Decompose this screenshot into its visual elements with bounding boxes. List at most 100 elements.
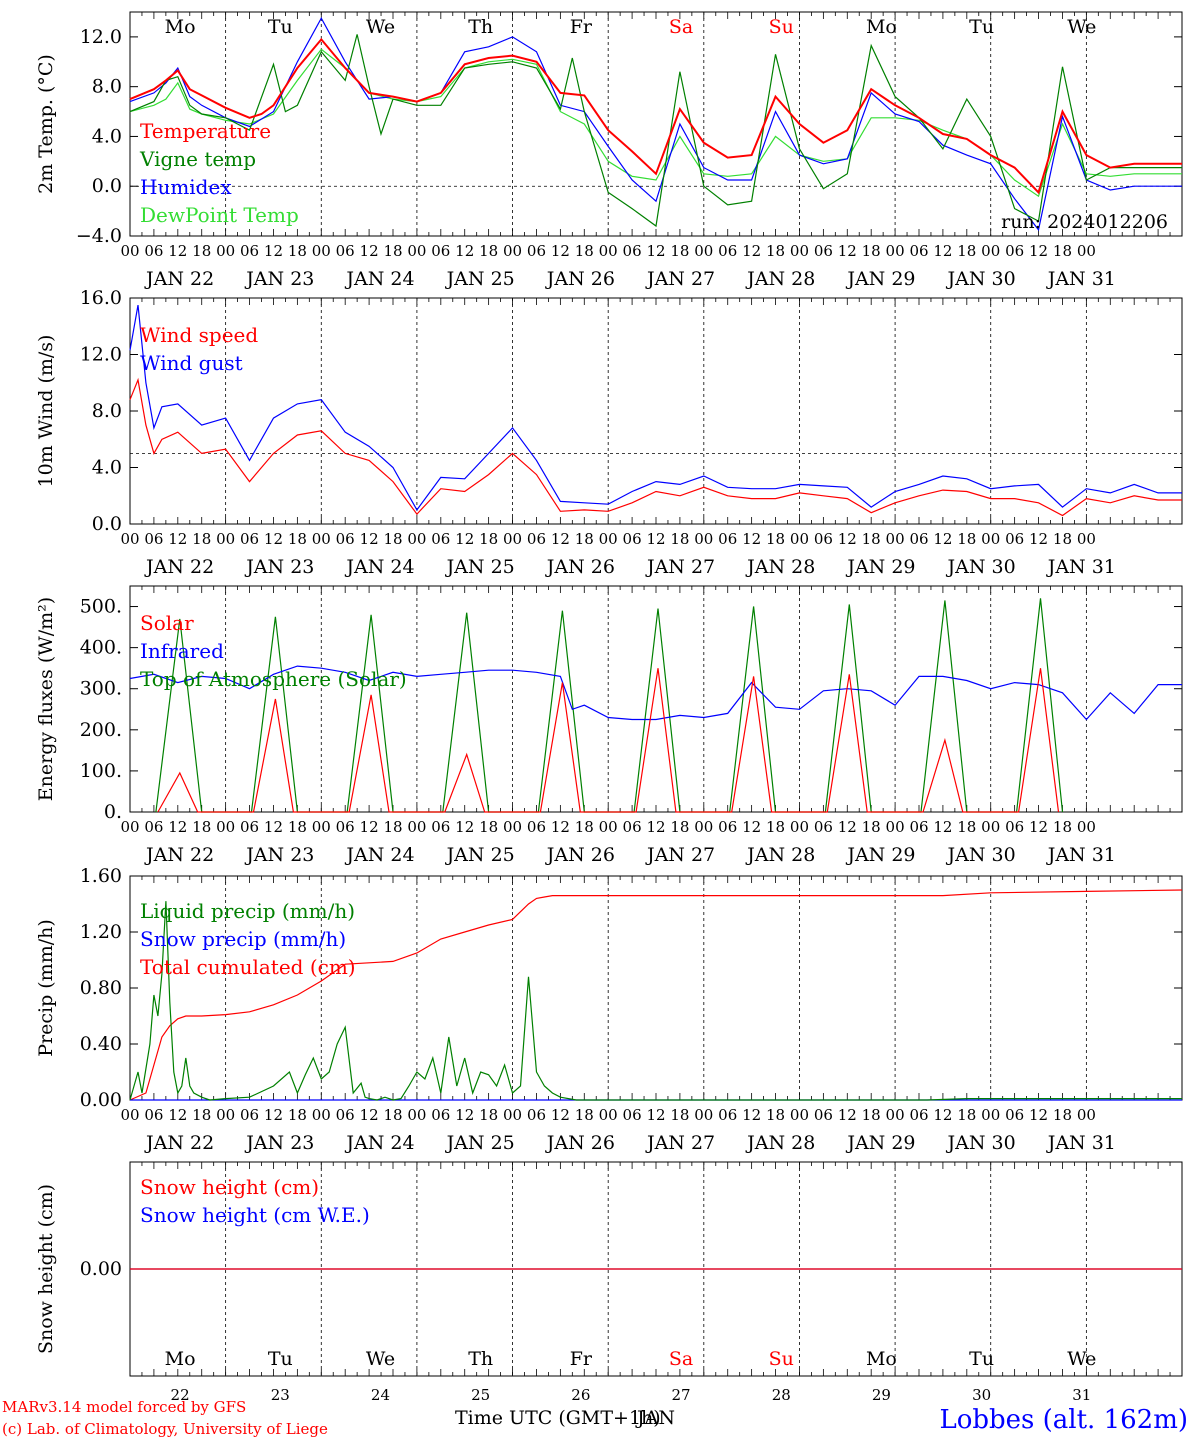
date-label: JAN 23 — [244, 1132, 314, 1154]
hour-tick-label: 06 — [336, 818, 355, 836]
hour-tick-label: 18 — [1053, 1106, 1072, 1124]
day-number-label: 24 — [371, 1386, 390, 1404]
hour-tick-label: 18 — [1053, 242, 1072, 260]
hour-tick-label: 06 — [336, 530, 355, 548]
y-tick-label: 500. — [80, 596, 122, 618]
y-axis-label: Precip (mm/h) — [35, 919, 57, 1057]
day-name-label: We — [366, 1348, 395, 1370]
legend-entry: Total cumulated (cm) — [140, 955, 356, 979]
y-axis-label: 2m Temp. (°C) — [35, 54, 57, 194]
series-line-infrared — [129, 665, 1182, 721]
hour-tick-label: 00 — [407, 530, 426, 548]
hour-tick-label: 06 — [527, 818, 546, 836]
y-axis-label: Snow height (cm) — [35, 1184, 57, 1354]
legend-entry: DewPoint Temp — [140, 203, 299, 227]
panels: 12.0 8.0 4.0 0.0 −4.0 2m Temp. (°C) Mo Tu We Th Fr… — [35, 11, 1183, 1404]
day-name-label: Sa — [669, 16, 693, 38]
series-line-top-of-atmosphere-solar — [155, 598, 1064, 813]
date-label: JAN 25 — [445, 268, 515, 290]
day-number-label: 25 — [471, 1386, 490, 1404]
hour-tick-label: 18 — [479, 818, 498, 836]
date-label: JAN 27 — [645, 844, 715, 866]
hour-tick-label: 06 — [909, 242, 928, 260]
hour-tick-label: 18 — [288, 818, 307, 836]
hour-tick-label: 06 — [1005, 1106, 1024, 1124]
y-tick-label: 16.0 — [80, 287, 122, 309]
hour-tick-label: 12 — [1029, 242, 1048, 260]
day-name-label: Mo — [866, 1348, 897, 1370]
station-label: Lobbes (alt. 162m) — [939, 1405, 1188, 1435]
hour-tick-label: 18 — [383, 818, 402, 836]
day-name-label: We — [1067, 16, 1096, 38]
hour-tick-label: 12 — [1029, 818, 1048, 836]
y-tick-label: 0.00 — [80, 1089, 122, 1111]
date-label: JAN 24 — [344, 268, 414, 290]
hour-tick-label: 12 — [551, 1106, 570, 1124]
y-tick-label: 0.00 — [80, 1258, 122, 1280]
hour-tick-label: 12 — [168, 530, 187, 548]
y-tick-label: 4.0 — [92, 457, 122, 479]
hour-tick-label: 18 — [575, 818, 594, 836]
day-name-label: We — [366, 16, 395, 38]
hour-tick-label: 18 — [957, 530, 976, 548]
hour-tick-label: 00 — [312, 242, 331, 260]
day-name-label: Tu — [268, 16, 293, 38]
hour-tick-label: 18 — [670, 242, 689, 260]
day-name-label: Th — [468, 16, 493, 38]
hour-tick-label: 00 — [599, 530, 618, 548]
hour-tick-label: 00 — [312, 530, 331, 548]
date-label: JAN 24 — [344, 1132, 414, 1154]
hour-tick-label: 06 — [623, 818, 642, 836]
hour-tick-label: 12 — [455, 242, 474, 260]
hour-tick-label: 00 — [503, 242, 522, 260]
date-label: JAN 26 — [545, 844, 615, 866]
hour-tick-label: 06 — [718, 1106, 737, 1124]
day-name-label: Mo — [165, 16, 196, 38]
hour-tick-label: 18 — [288, 242, 307, 260]
day-number-label: 23 — [271, 1386, 290, 1404]
hour-tick-label: 06 — [1005, 530, 1024, 548]
date-label: JAN 29 — [845, 268, 915, 290]
date-label: JAN 26 — [545, 556, 615, 578]
hour-tick-label: 06 — [336, 242, 355, 260]
date-label: JAN 30 — [946, 844, 1016, 866]
hour-tick-label: 06 — [814, 818, 833, 836]
hour-tick-label: 00 — [981, 242, 1000, 260]
hour-tick-label: 12 — [168, 242, 187, 260]
hour-tick-label: 06 — [1005, 242, 1024, 260]
hour-tick-label: 00 — [886, 530, 905, 548]
hour-tick-label: 06 — [814, 242, 833, 260]
hour-tick-label: 00 — [790, 530, 809, 548]
y-tick-label: 1.20 — [80, 921, 122, 943]
series-line-wind-gust — [129, 304, 1182, 512]
hour-tick-label: 18 — [575, 242, 594, 260]
date-label: JAN 29 — [845, 556, 915, 578]
credit-line-1: MARv3.14 model forced by GFS — [2, 1398, 246, 1416]
hour-tick-label: 18 — [766, 818, 785, 836]
hour-tick-label: 12 — [838, 1106, 857, 1124]
date-label: JAN 27 — [645, 268, 715, 290]
hour-tick-label: 06 — [431, 530, 450, 548]
hour-tick-label: 00 — [312, 818, 331, 836]
hour-tick-label: 00 — [599, 242, 618, 260]
y-axis-label: Energy fluxes (W/m²) — [35, 597, 57, 801]
hour-tick-label: 00 — [407, 818, 426, 836]
day-name-label: Sa — [669, 1348, 693, 1370]
day-name-label: Mo — [165, 1348, 196, 1370]
hour-tick-label: 18 — [766, 242, 785, 260]
hour-tick-label: 12 — [646, 1106, 665, 1124]
hour-tick-label: 06 — [909, 530, 928, 548]
hour-tick-label: 00 — [216, 242, 235, 260]
hour-tick-label: 06 — [144, 818, 163, 836]
hour-tick-label: 06 — [240, 818, 259, 836]
series-line-wind-speed — [129, 377, 1182, 517]
legend-entry: Snow height (cm W.E.) — [140, 1203, 370, 1227]
chart-panel-5: 0.00 Snow height (cm) Mo Tu We Th Fr Sa Su Mo Tu We… — [35, 1161, 1183, 1404]
hour-tick-label: 06 — [718, 530, 737, 548]
day-name-label: Fr — [570, 1348, 593, 1370]
hour-tick-label: 12 — [1029, 530, 1048, 548]
day-number-label: 26 — [571, 1386, 590, 1404]
hour-tick-label: 18 — [670, 1106, 689, 1124]
date-label: JAN 27 — [645, 1132, 715, 1154]
